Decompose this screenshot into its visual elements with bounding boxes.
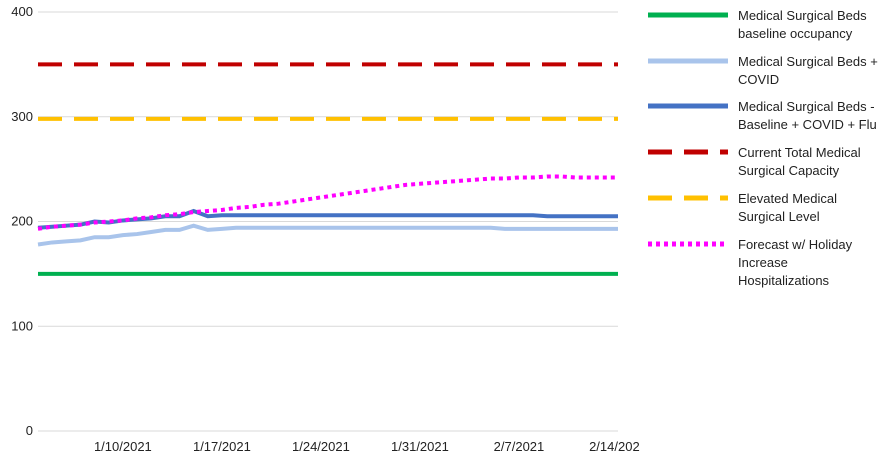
- series-line: [37, 174, 618, 231]
- legend-swatch: [648, 103, 728, 109]
- legend-swatch: [648, 12, 728, 18]
- legend-item: Medical Surgical Beds + COVID: [648, 53, 878, 89]
- legend-swatch: [648, 149, 728, 155]
- legend-swatch: [648, 195, 728, 201]
- y-tick-label: 100: [11, 318, 33, 333]
- x-tick-label: 2/7/2021: [494, 439, 545, 454]
- legend-label: Current Total Medical Surgical Capacity: [738, 145, 861, 178]
- y-tick-label: 300: [11, 109, 33, 124]
- x-tick-label: 1/17/2021: [193, 439, 251, 454]
- plot: 0 100 200 300 400 1/10/2021 1/17/2021 1/24/2021…: [11, 4, 640, 454]
- legend-label: Medical Surgical Beds + COVID: [738, 54, 878, 87]
- x-tick-label: 2/14/2021: [589, 439, 640, 454]
- x-tick-label: 1/10/2021: [94, 439, 152, 454]
- x-tick-label: 1/24/2021: [292, 439, 350, 454]
- legend-label: Elevated Medical Surgical Level: [738, 191, 837, 224]
- legend-item: Medical Surgical Beds - Baseline + COVID…: [648, 98, 878, 134]
- legend-swatch: [648, 241, 728, 247]
- legend-swatch: [648, 58, 728, 64]
- legend-item: Current Total Medical Surgical Capacity: [648, 144, 878, 180]
- legend-item: Elevated Medical Surgical Level: [648, 190, 878, 226]
- y-tick-label: 200: [11, 214, 33, 229]
- y-tick-label: 0: [26, 423, 33, 438]
- legend-item: Forecast w/ Holiday Increase Hospitaliza…: [648, 236, 878, 290]
- legend-label: Medical Surgical Beds - Baseline + COVID…: [738, 99, 877, 132]
- x-tick-label: 1/31/2021: [391, 439, 449, 454]
- legend-label: Medical Surgical Beds baseline occupancy: [738, 8, 867, 41]
- y-tick-label: 400: [11, 4, 33, 19]
- legend-label: Forecast w/ Holiday Increase Hospitaliza…: [738, 237, 853, 288]
- series-line: [37, 223, 618, 247]
- series-line: [37, 208, 618, 230]
- legend-item: Medical Surgical Beds baseline occupancy: [648, 7, 878, 43]
